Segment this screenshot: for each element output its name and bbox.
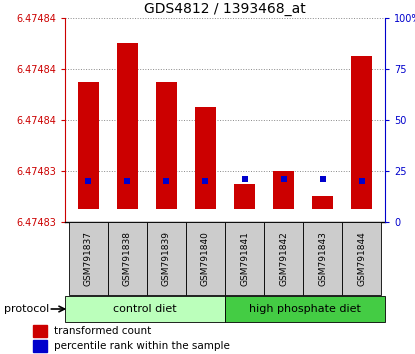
Bar bbox=[156, 82, 177, 209]
FancyBboxPatch shape bbox=[264, 222, 303, 295]
Text: protocol: protocol bbox=[4, 304, 49, 314]
Text: percentile rank within the sample: percentile rank within the sample bbox=[54, 341, 230, 351]
Text: control diet: control diet bbox=[113, 304, 177, 314]
Text: GSM791841: GSM791841 bbox=[240, 231, 249, 286]
Bar bbox=[33, 340, 47, 352]
Bar bbox=[273, 171, 294, 209]
FancyBboxPatch shape bbox=[225, 222, 264, 295]
FancyBboxPatch shape bbox=[65, 296, 225, 321]
Bar bbox=[234, 184, 255, 209]
Bar bbox=[312, 196, 333, 209]
Bar bbox=[33, 325, 47, 337]
FancyBboxPatch shape bbox=[147, 222, 186, 295]
Text: GSM791844: GSM791844 bbox=[357, 231, 366, 286]
Text: GSM791842: GSM791842 bbox=[279, 231, 288, 286]
Text: GSM791837: GSM791837 bbox=[84, 231, 93, 286]
Point bbox=[124, 178, 131, 184]
Bar bbox=[351, 56, 372, 209]
Point bbox=[280, 176, 287, 182]
Point bbox=[241, 176, 248, 182]
FancyBboxPatch shape bbox=[69, 222, 108, 295]
FancyBboxPatch shape bbox=[108, 222, 147, 295]
Title: GDS4812 / 1393468_at: GDS4812 / 1393468_at bbox=[144, 1, 306, 16]
Bar bbox=[78, 82, 99, 209]
FancyBboxPatch shape bbox=[342, 222, 381, 295]
Text: GSM791843: GSM791843 bbox=[318, 231, 327, 286]
Text: transformed count: transformed count bbox=[54, 326, 151, 336]
Point bbox=[85, 178, 92, 184]
Text: high phosphate diet: high phosphate diet bbox=[249, 304, 361, 314]
Text: GSM791838: GSM791838 bbox=[123, 231, 132, 286]
FancyBboxPatch shape bbox=[186, 222, 225, 295]
FancyBboxPatch shape bbox=[225, 296, 385, 321]
Text: GSM791840: GSM791840 bbox=[201, 231, 210, 286]
Bar bbox=[195, 107, 216, 209]
Bar bbox=[117, 44, 138, 209]
Text: GSM791839: GSM791839 bbox=[162, 231, 171, 286]
Point bbox=[319, 176, 326, 182]
Point bbox=[202, 178, 209, 184]
Point bbox=[163, 178, 170, 184]
FancyBboxPatch shape bbox=[303, 222, 342, 295]
Point bbox=[358, 178, 365, 184]
